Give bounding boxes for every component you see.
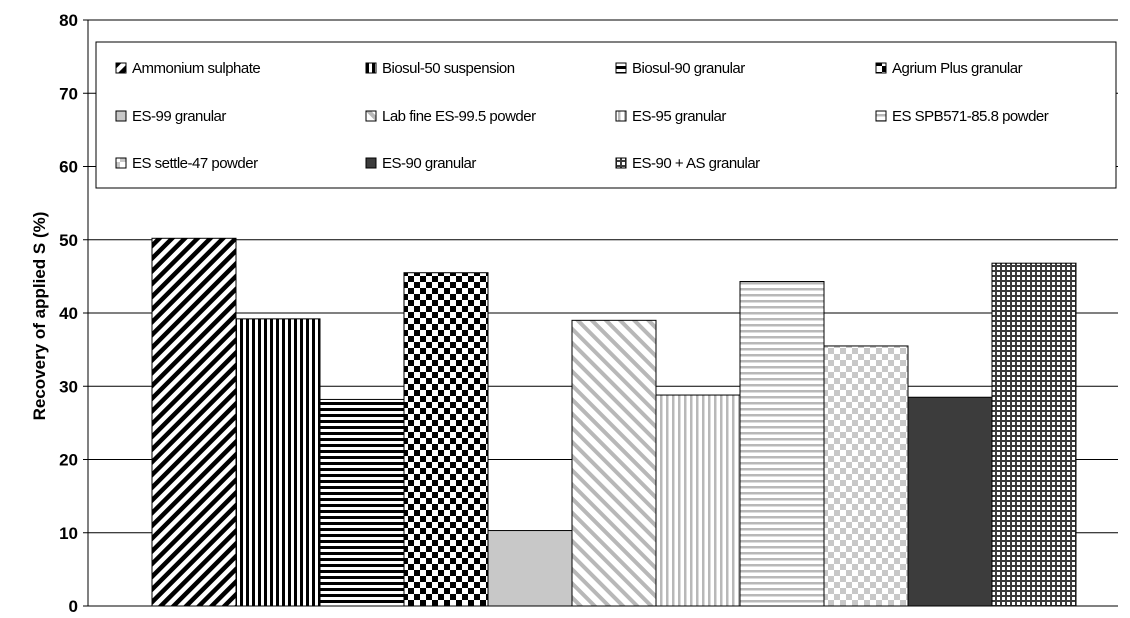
- y-tick-label: 10: [59, 524, 78, 543]
- legend-swatch: [115, 157, 127, 169]
- bar-7: [655, 394, 741, 607]
- legend-label: ES SPB571-85.8 powder: [892, 108, 1049, 125]
- legend-label: Biosul-50 suspension: [382, 60, 515, 77]
- legend-swatch: [115, 62, 127, 74]
- legend-swatch: [615, 62, 627, 74]
- y-tick-label: 60: [59, 158, 78, 177]
- legend-swatch: [365, 110, 377, 122]
- legend: Ammonium sulphate Biosul-50 suspension Bio…: [95, 41, 1117, 189]
- y-tick-label: 70: [59, 84, 78, 103]
- bar-9: [823, 345, 909, 607]
- y-tick-label: 50: [59, 231, 78, 250]
- legend-label: ES settle-47 powder: [132, 155, 258, 172]
- y-tick-labels: 0 10 20 30 40 50 60 70 80: [59, 11, 78, 616]
- legend-label: Agrium Plus granular: [892, 60, 1023, 77]
- y-tick-label: 20: [59, 451, 78, 470]
- legend-label: ES-99 granular: [132, 108, 226, 125]
- y-tick-label: 30: [59, 377, 78, 396]
- bar-3: [319, 398, 405, 607]
- legend-label: ES-90 granular: [382, 155, 476, 172]
- legend-swatch: [875, 62, 887, 74]
- legend-label: Lab fine ES-99.5 powder: [382, 108, 536, 125]
- axes: [83, 19, 1118, 607]
- bar-2: [235, 318, 321, 607]
- y-tick-label: 80: [59, 11, 78, 30]
- y-tick-label: 40: [59, 304, 78, 323]
- bar-8: [739, 281, 825, 607]
- legend-label: ES-90 + AS granular: [632, 155, 760, 172]
- legend-label: Ammonium sulphate: [132, 60, 260, 77]
- bar-1: [151, 237, 237, 607]
- y-axis-title: Recovery of applied S (%): [30, 212, 49, 421]
- legend-swatch: [365, 62, 377, 74]
- bar-4: [403, 272, 489, 607]
- legend-swatch: [365, 157, 377, 169]
- legend-label: Biosul-90 granular: [632, 60, 745, 77]
- legend-box: [95, 41, 1117, 189]
- bar-11: [991, 262, 1077, 607]
- legend-swatch: [615, 157, 627, 169]
- legend-swatch: [615, 110, 627, 122]
- bar-5: [487, 530, 573, 607]
- legend-label: ES-95 granular: [632, 108, 726, 125]
- legend-swatch: [115, 110, 127, 122]
- bar-10: [907, 396, 993, 607]
- bars: [151, 237, 1077, 607]
- y-tick-label: 0: [69, 597, 78, 616]
- legend-swatch: [875, 110, 887, 122]
- bar-6: [571, 319, 657, 607]
